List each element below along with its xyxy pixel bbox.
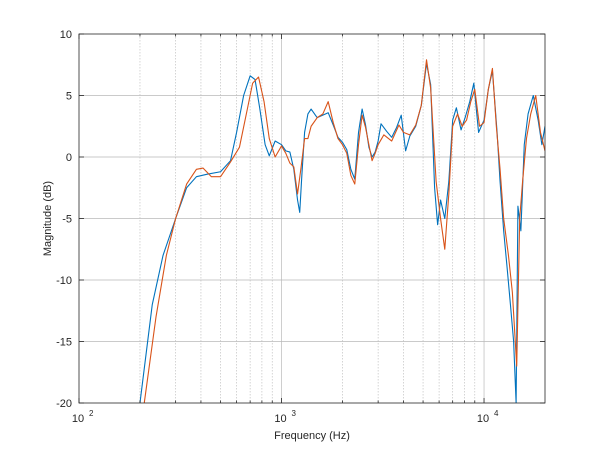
x-axis-label: Frequency (Hz) [274, 430, 350, 442]
x-tick-label: 10 [477, 413, 489, 425]
y-tick-label: -15 [56, 337, 72, 349]
label-layer: Frequency (Hz) Magnitude (dB) [42, 181, 350, 442]
y-tick-label: 0 [66, 152, 72, 164]
y-tick-label: -20 [56, 398, 72, 410]
y-tick-label: 5 [66, 91, 72, 103]
series-line-2 [143, 59, 545, 403]
y-tick-label: -5 [62, 214, 72, 226]
y-tick-label: 10 [60, 29, 72, 41]
y-axis-label: Magnitude (dB) [42, 181, 54, 256]
x-tick-exponent: 2 [89, 409, 94, 418]
y-tick-label: -10 [56, 275, 72, 287]
tick-layer: 10 2 10 3 10 4 10 5 0 -5 -10 -15 -20 [56, 29, 545, 425]
x-tick-label: 10 [72, 413, 84, 425]
series-layer [139, 59, 545, 403]
x-tick-exponent: 3 [292, 409, 297, 418]
x-tick-label: 10 [274, 413, 286, 425]
x-tick-exponent: 4 [494, 409, 499, 418]
